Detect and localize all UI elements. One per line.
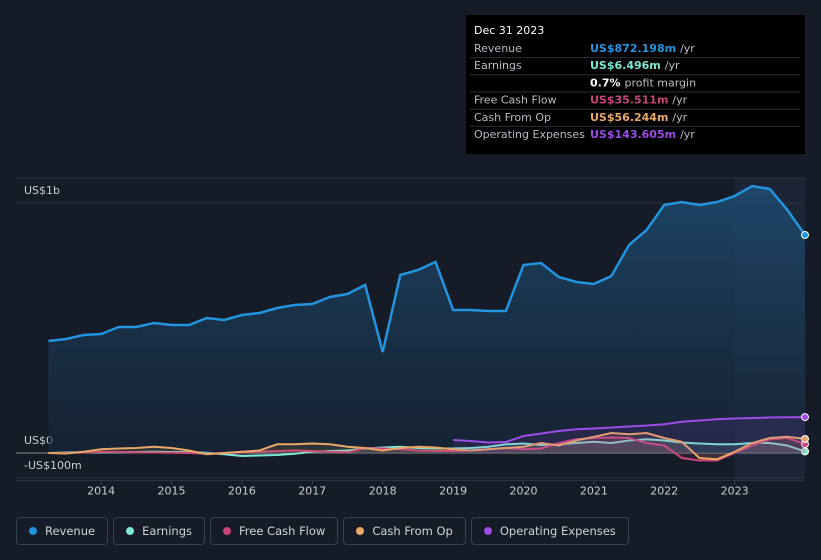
legend-item[interactable]: Operating Expenses (470, 517, 629, 545)
legend-swatch (356, 527, 365, 535)
legend-label: Earnings (142, 524, 192, 538)
tooltip: Dec 31 2023 Revenue US$872.198m/yr Earning… (466, 15, 805, 154)
end-dot (801, 230, 809, 239)
series-area (453, 417, 805, 453)
tooltip-number: US$6.496m (590, 59, 661, 72)
tooltip-label: Revenue (474, 42, 522, 55)
x-tick-label: 2023 (721, 485, 749, 498)
x-tick-label: 2018 (369, 485, 397, 498)
x-tick-label: 2022 (650, 485, 678, 498)
legend-item[interactable]: Revenue (16, 517, 109, 545)
tooltip-unit: /yr (680, 128, 695, 141)
legend-label: Operating Expenses (499, 524, 616, 538)
y-tick-label: -US$100m (24, 459, 82, 472)
legend-item[interactable]: Cash From Op (343, 517, 466, 545)
tooltip-label: Free Cash Flow (474, 94, 557, 107)
end-dot (801, 434, 809, 443)
legend: Revenue Earnings Free Cash Flow Cash From O… (16, 517, 629, 545)
chart: US$1b US$0 -US$100m 2014 2015 2016 2017 2018 201… (16, 15, 809, 498)
legend-label: Free Cash Flow (239, 524, 326, 538)
legend-item[interactable]: Free Cash Flow (210, 517, 339, 545)
legend-swatch (223, 527, 231, 535)
tooltip-unit: /yr (672, 111, 687, 124)
legend-swatch (29, 527, 37, 535)
tooltip-label: Cash From Op (474, 111, 551, 124)
tooltip-number: US$143.605m (590, 128, 676, 141)
series-line (48, 436, 806, 462)
tooltip-number: US$56.244m (590, 111, 668, 124)
tooltip-unit: /yr (680, 42, 695, 55)
legend-swatch (483, 527, 492, 535)
tooltip-value: 0.7% profit margin (590, 76, 696, 89)
x-tick-label: 2015 (158, 485, 186, 498)
series-area (48, 186, 805, 453)
tooltip-value: US$143.605m/yr (590, 128, 695, 141)
tooltip-number: US$35.511m (590, 94, 668, 107)
x-tick-label: 2014 (87, 485, 115, 498)
series-line (453, 416, 806, 444)
x-tick-label: 2021 (580, 485, 608, 498)
legend-item[interactable]: Earnings (113, 517, 205, 545)
series-line (48, 184, 807, 353)
series-area (48, 439, 805, 456)
tooltip-label: Operating Expenses (474, 128, 585, 141)
series-line (48, 431, 806, 461)
tooltip-number: US$872.198m (590, 42, 676, 55)
legend-label: Cash From Op (372, 524, 453, 538)
tooltip-value: US$872.198m/yr (590, 42, 695, 55)
x-tick-label: 2019 (439, 485, 467, 498)
end-dot (801, 413, 809, 422)
tooltip-date: Dec 31 2023 (474, 24, 544, 37)
tooltip-unit: /yr (665, 59, 680, 72)
tooltip-unit: profit margin (625, 76, 697, 89)
legend-swatch (126, 527, 135, 535)
tooltip-unit: /yr (672, 94, 687, 107)
tooltip-number: 0.7% (590, 76, 621, 89)
legend-label: Revenue (45, 524, 96, 538)
y-tick-label: US$1b (24, 184, 60, 197)
tooltip-value: US$35.511m/yr (590, 94, 688, 107)
x-tick-label: 2020 (509, 485, 537, 498)
series-area (48, 437, 805, 461)
tooltip-value: US$6.496m/yr (590, 59, 680, 72)
x-tick-label: 2017 (298, 485, 326, 498)
x-tick-label: 2016 (228, 485, 256, 498)
y-tick-label: US$0 (24, 434, 53, 447)
tooltip-label: Earnings (474, 59, 522, 72)
tooltip-box (466, 15, 805, 154)
tooltip-value: US$56.244m/yr (590, 111, 688, 124)
